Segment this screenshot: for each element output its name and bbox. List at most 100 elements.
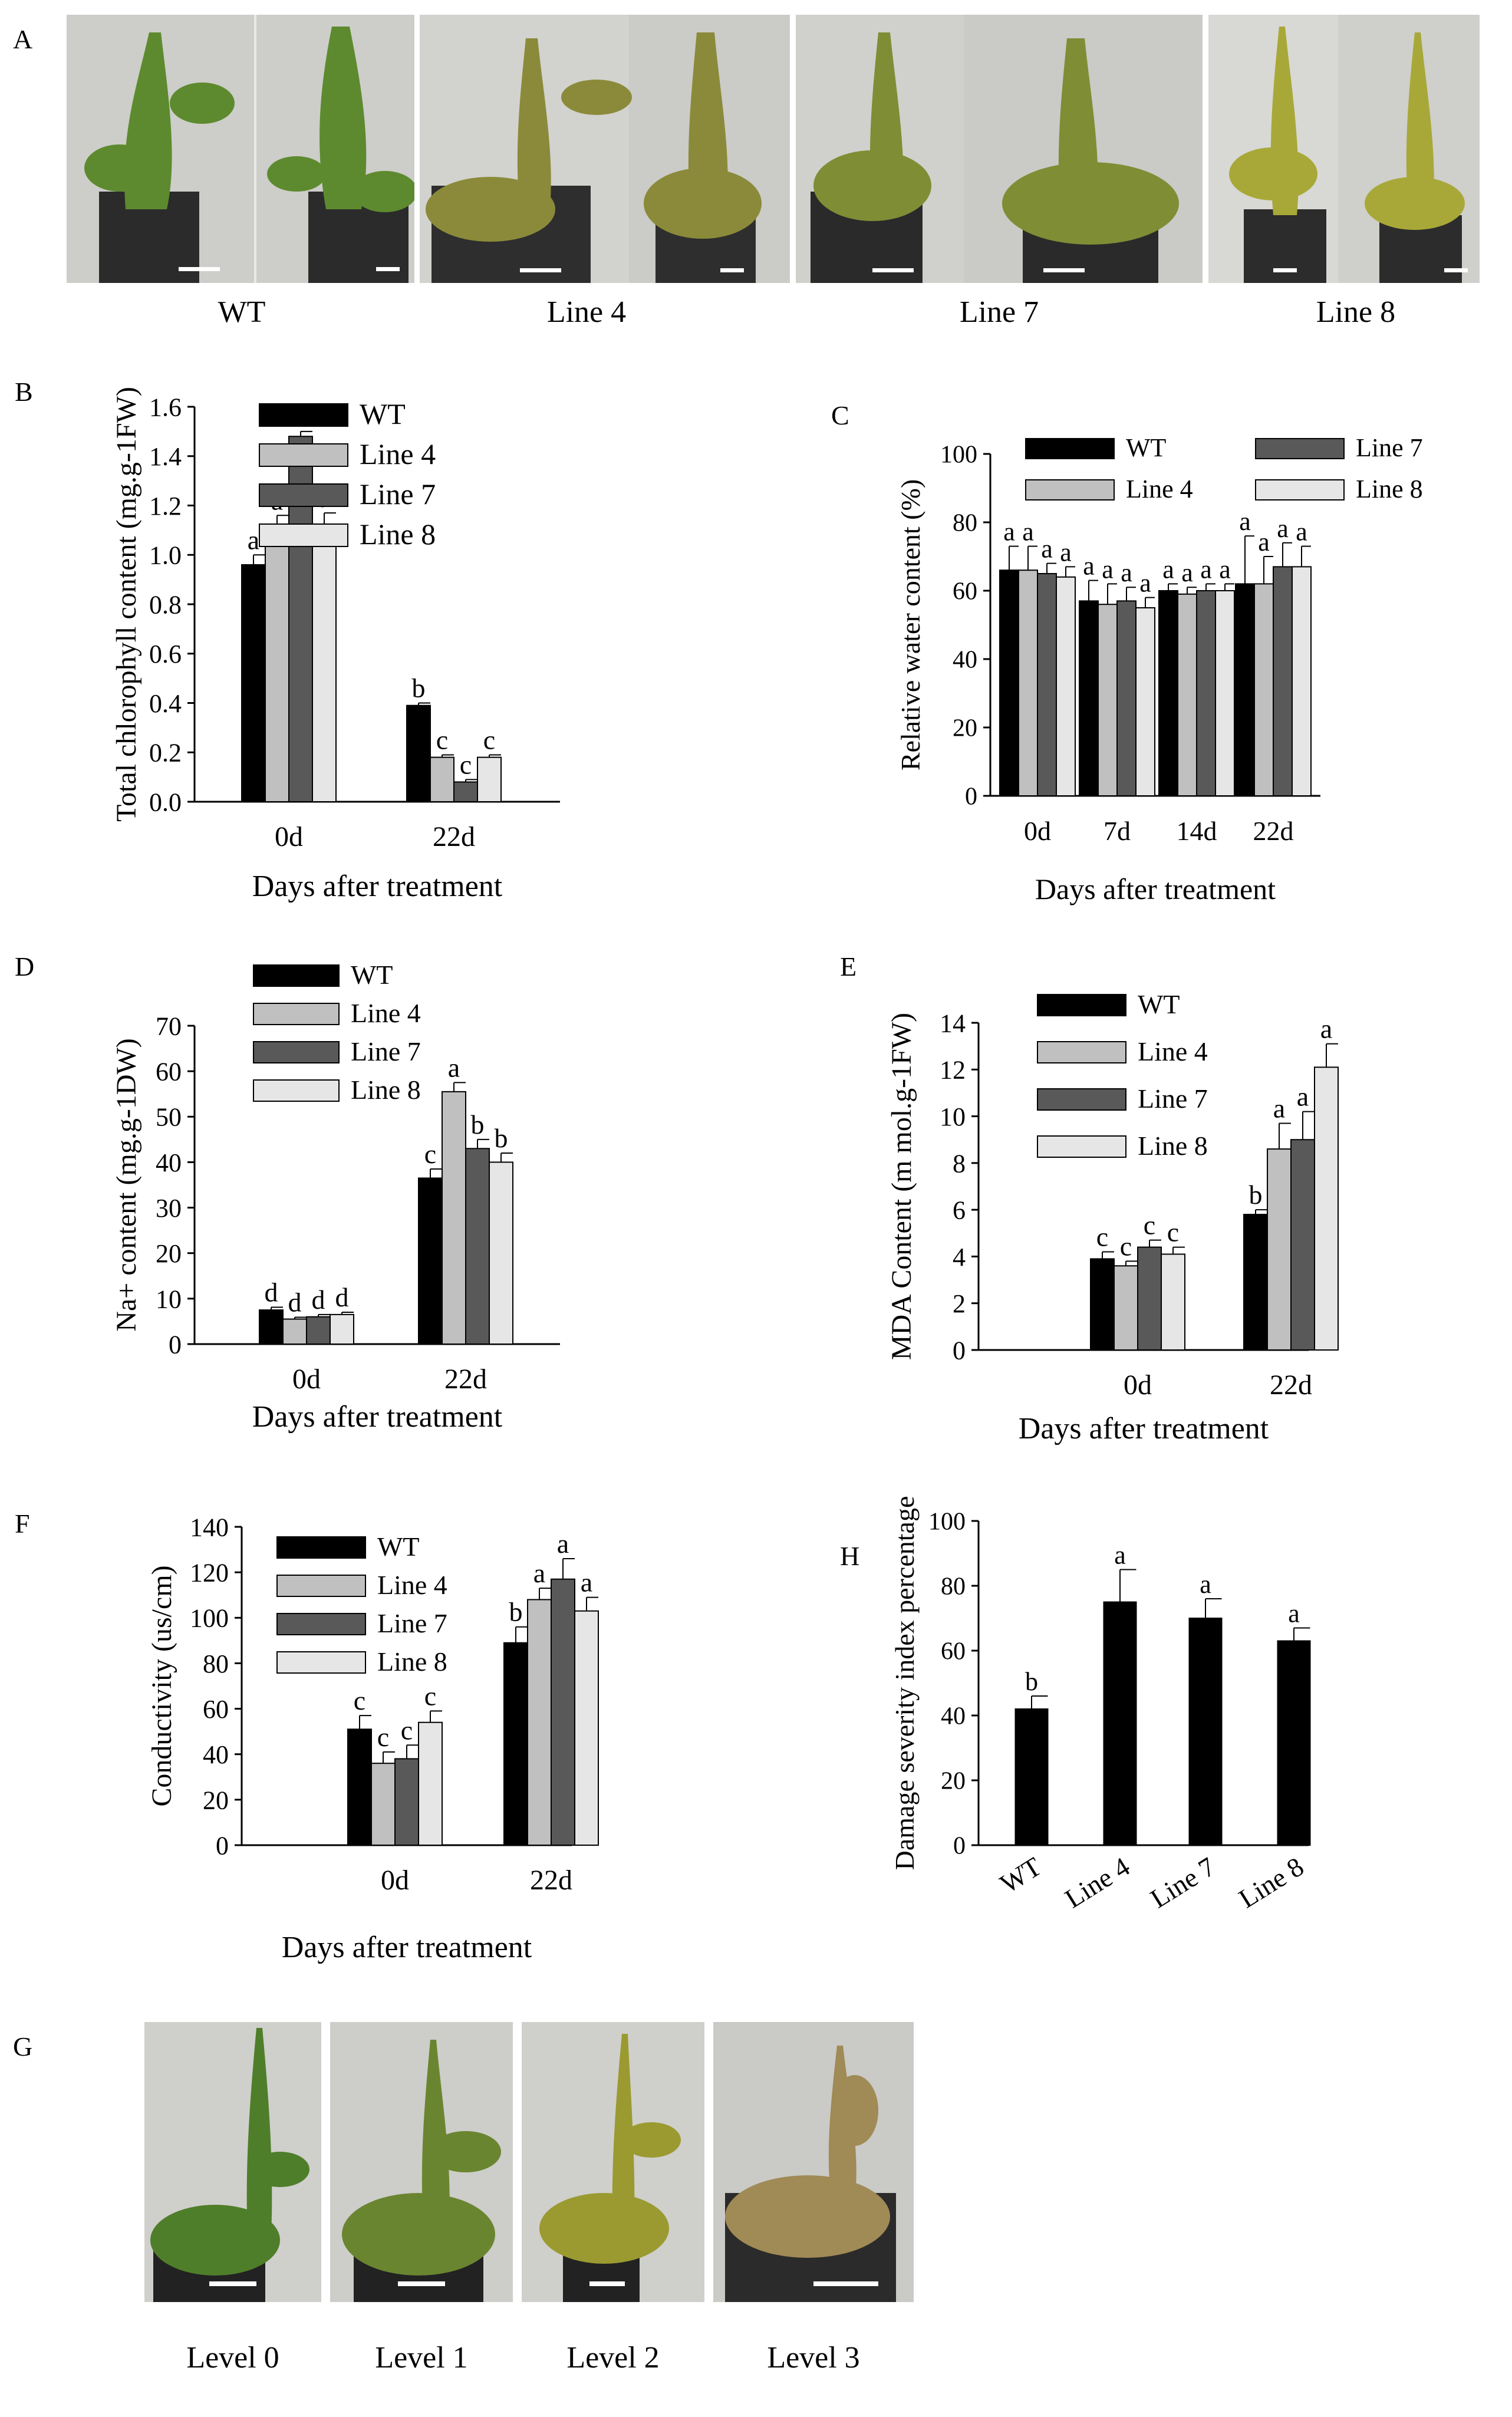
legend-swatch <box>276 1536 366 1559</box>
x-tick-label: Line 4 <box>1060 1851 1135 1914</box>
caption-wt: WT <box>218 295 266 329</box>
y-tick-label: 100 <box>190 1604 229 1633</box>
y-tick-label: 40 <box>156 1148 182 1177</box>
photo-level-2 <box>522 2022 704 2302</box>
y-tick-label: 30 <box>156 1194 182 1223</box>
caption-level-2: Level 2 <box>566 2341 660 2375</box>
significance-letter: c <box>354 1685 365 1715</box>
legend-swatch <box>259 403 348 427</box>
legend-label: Line 4 <box>377 1570 447 1600</box>
y-tick-label: 60 <box>203 1695 229 1724</box>
significance-letter: b <box>509 1597 523 1627</box>
bar <box>394 1758 419 1846</box>
panel-b-letter: B <box>15 377 33 407</box>
photo-level-1 <box>330 2022 513 2302</box>
bar <box>1267 1148 1292 1351</box>
legend-swatch <box>1255 479 1345 500</box>
y-tick-label: 120 <box>190 1559 229 1588</box>
significance-letter: c <box>424 1681 436 1711</box>
significance-letter: a <box>448 1052 460 1082</box>
y-tick-label: 12 <box>940 1056 966 1085</box>
bar <box>1116 600 1137 796</box>
y-tick-label: 0 <box>965 783 977 811</box>
y-tick-label: 0.6 <box>149 640 182 669</box>
significance-letter: a <box>1041 535 1053 564</box>
legend-swatch <box>1037 1041 1126 1063</box>
significance-letter: b <box>1249 1180 1263 1210</box>
significance-letter: a <box>1219 555 1231 584</box>
y-tick-label: 20 <box>953 715 977 742</box>
significance-letter: c <box>1096 1222 1108 1252</box>
photo-line-7 <box>796 15 1203 283</box>
caption-line-4: Line 4 <box>546 295 627 329</box>
bar <box>1243 1214 1268 1351</box>
y-axis-label: MDA Content (m mol.g-1FW) <box>886 1013 917 1360</box>
legend-label: Line 8 <box>1138 1131 1208 1161</box>
caption-line-7: Line 7 <box>959 295 1039 329</box>
bar <box>465 1148 490 1345</box>
significance-letter: c <box>377 1722 389 1752</box>
significance-letter: a <box>1003 518 1015 546</box>
caption-level-0: Level 0 <box>186 2341 279 2375</box>
legend-label: Line 4 <box>1126 475 1193 503</box>
bar <box>442 1091 466 1345</box>
y-tick-label: 0.2 <box>149 739 182 768</box>
significance-letter: a <box>1200 1570 1211 1599</box>
y-tick-label: 60 <box>156 1058 182 1086</box>
bar <box>430 756 454 802</box>
legend-swatch <box>276 1613 366 1635</box>
legend-swatch <box>253 964 340 987</box>
legend-swatch <box>259 483 348 507</box>
legend-swatch <box>1037 1135 1126 1158</box>
significance-letter: a <box>581 1568 592 1598</box>
significance-letter: a <box>1277 514 1289 543</box>
bar <box>1056 576 1076 796</box>
plant-line8-image <box>1208 15 1480 283</box>
y-tick-label: 10 <box>156 1285 182 1313</box>
y-tick-label: 0.4 <box>149 689 182 718</box>
bar <box>1273 566 1293 796</box>
significance-letter: c <box>436 725 448 755</box>
bar <box>241 564 266 802</box>
significance-letter: b <box>495 1123 508 1153</box>
legend-label: Line 8 <box>377 1647 447 1677</box>
significance-letter: d <box>335 1282 349 1312</box>
chart-c: C 0 20 40 60 80 100 Relative water content (%) 0… <box>831 400 1423 905</box>
panel-e-letter: E <box>840 951 857 982</box>
significance-letter: a <box>533 1558 545 1588</box>
significance-letter: a <box>1181 558 1193 587</box>
bar <box>1290 1139 1315 1351</box>
bar <box>1079 600 1099 796</box>
bar <box>1292 566 1312 796</box>
significance-letter: a <box>1320 1014 1332 1044</box>
bar <box>418 1721 443 1846</box>
legend-swatch <box>1037 1088 1126 1111</box>
panel-g-letter: G <box>13 2031 33 2062</box>
bar <box>1098 604 1118 796</box>
y-tick-label: 80 <box>941 1573 966 1601</box>
legend-swatch <box>253 1003 340 1025</box>
y-tick-label: 0 <box>169 1330 182 1359</box>
legend-swatch <box>1025 479 1115 500</box>
x-axis-label: Days after treatment <box>252 870 503 903</box>
bar <box>330 1313 354 1345</box>
legend-swatch <box>253 1041 340 1063</box>
plant-line4-image <box>420 15 790 283</box>
significance-letter: d <box>265 1277 278 1308</box>
bar <box>306 1316 331 1345</box>
bar <box>1103 1601 1137 1846</box>
significance-letter: a <box>1022 518 1034 546</box>
plant-level2-image <box>522 2022 704 2302</box>
x-axis-label: Days after treatment <box>282 1931 532 1964</box>
significance-letter: a <box>1297 1082 1309 1112</box>
y-tick-label: 1.6 <box>149 393 182 422</box>
bar <box>551 1578 575 1846</box>
significance-letter: a <box>248 525 259 555</box>
bar <box>999 569 1019 796</box>
bar <box>259 1309 284 1345</box>
x-axis-label: Days after treatment <box>252 1400 503 1434</box>
y-tick-label: 40 <box>941 1703 966 1730</box>
y-tick-label: 100 <box>928 1509 966 1536</box>
legend-label: Line 8 <box>360 518 436 551</box>
